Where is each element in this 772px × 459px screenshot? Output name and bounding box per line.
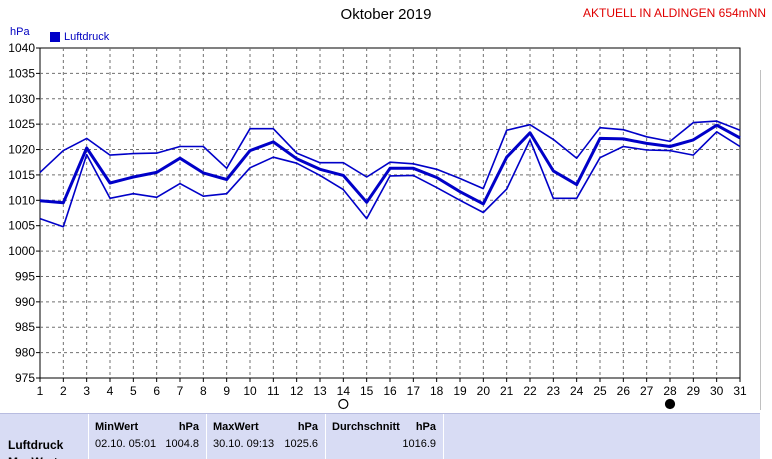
x-tick-label: 11 — [267, 384, 280, 398]
y-tick-label: 995 — [15, 269, 35, 283]
x-tick-label: 18 — [430, 384, 444, 398]
full-moon-icon — [338, 398, 349, 410]
avg-value: 1016.9 — [402, 438, 436, 450]
x-tick-label: 6 — [153, 384, 160, 398]
x-tick-label: 19 — [453, 384, 467, 398]
summary-row-label-clipped: MaxWert — [8, 455, 58, 459]
y-tick-label: 1000 — [8, 244, 35, 258]
pressure-chart: 9759809859909951000100510101015102010251… — [8, 41, 747, 410]
x-tick-label: 14 — [337, 384, 351, 398]
station-label: AKTUELL IN ALDINGEN 654mNN — [583, 6, 766, 20]
avg-header: Durchschnitt — [332, 421, 400, 433]
x-tick-label: 31 — [733, 384, 747, 398]
x-tick-label: 20 — [477, 384, 491, 398]
x-tick-label: 13 — [313, 384, 327, 398]
x-tick-label: 8 — [200, 384, 207, 398]
x-tick-label: 30 — [710, 384, 724, 398]
y-tick-label: 1030 — [8, 92, 35, 106]
x-tick-label: 5 — [130, 384, 137, 398]
y-axis-unit: hPa — [10, 26, 30, 38]
x-tick-label: 2 — [60, 384, 67, 398]
y-tick-label: 1025 — [8, 117, 35, 131]
x-tick-label: 15 — [360, 384, 374, 398]
x-tick-label: 28 — [663, 384, 677, 398]
y-tick-label: 985 — [15, 320, 35, 334]
y-tick-label: 990 — [15, 295, 35, 309]
avg-cell: Durchschnitt hPa 1016.9 — [325, 414, 442, 459]
empty-cell — [443, 414, 761, 459]
series-line-max — [39, 120, 741, 190]
min-cell: MinWert hPa 02.10. 05:01 1004.8 — [88, 414, 205, 459]
y-tick-label: 1035 — [8, 66, 35, 80]
x-tick-label: 12 — [290, 384, 304, 398]
y-tick-label: 1020 — [8, 143, 35, 157]
y-tick-label: 975 — [15, 371, 35, 385]
x-tick-label: 27 — [640, 384, 654, 398]
x-tick-label: 24 — [570, 384, 584, 398]
x-tick-label: 25 — [593, 384, 607, 398]
y-tick-label: 1005 — [8, 219, 35, 233]
max-date: 30.10. 09:13 — [213, 438, 275, 450]
x-tick-label: 26 — [617, 384, 631, 398]
x-tick-label: 21 — [500, 384, 514, 398]
x-tick-label: 10 — [243, 384, 257, 398]
right-edge-divider — [760, 70, 772, 410]
new-moon-icon — [664, 398, 676, 410]
legend-label: Luftdruck — [64, 31, 110, 43]
x-tick-label: 23 — [547, 384, 561, 398]
legend-swatch — [50, 32, 60, 42]
avg-unit: hPa — [415, 421, 436, 433]
y-tick-label: 1015 — [8, 168, 35, 182]
summary-row-label: Luftdruck — [8, 438, 64, 452]
x-tick-label: 4 — [107, 384, 114, 398]
legend: Luftdruck — [50, 31, 109, 43]
max-header: MaxWert — [213, 421, 259, 433]
max-unit: hPa — [297, 421, 318, 433]
max-value: 1025.6 — [284, 438, 318, 450]
x-tick-label: 22 — [523, 384, 537, 398]
x-tick-label: 7 — [177, 384, 184, 398]
y-tick-label: 1010 — [8, 193, 35, 207]
x-tick-label: 29 — [687, 384, 701, 398]
min-value: 1004.8 — [165, 438, 199, 450]
series-line-avg — [39, 123, 741, 206]
chart-title: Oktober 2019 — [340, 6, 432, 23]
max-cell: MaxWert hPa 30.10. 09:13 1025.6 — [206, 414, 324, 459]
min-unit: hPa — [178, 421, 199, 433]
min-date: 02.10. 05:01 — [95, 438, 157, 450]
summary-panel: Luftdruck MaxWert MinWert hPa 02.10. 05:… — [0, 413, 760, 459]
y-tick-label: 1040 — [8, 41, 35, 55]
y-tick-label: 980 — [15, 346, 35, 360]
x-tick-label: 16 — [383, 384, 397, 398]
x-tick-label: 1 — [37, 384, 44, 398]
x-tick-label: 17 — [407, 384, 421, 398]
series-line-min — [39, 131, 741, 228]
min-header: MinWert — [95, 421, 139, 433]
x-tick-label: 9 — [223, 384, 230, 398]
x-tick-label: 3 — [83, 384, 90, 398]
